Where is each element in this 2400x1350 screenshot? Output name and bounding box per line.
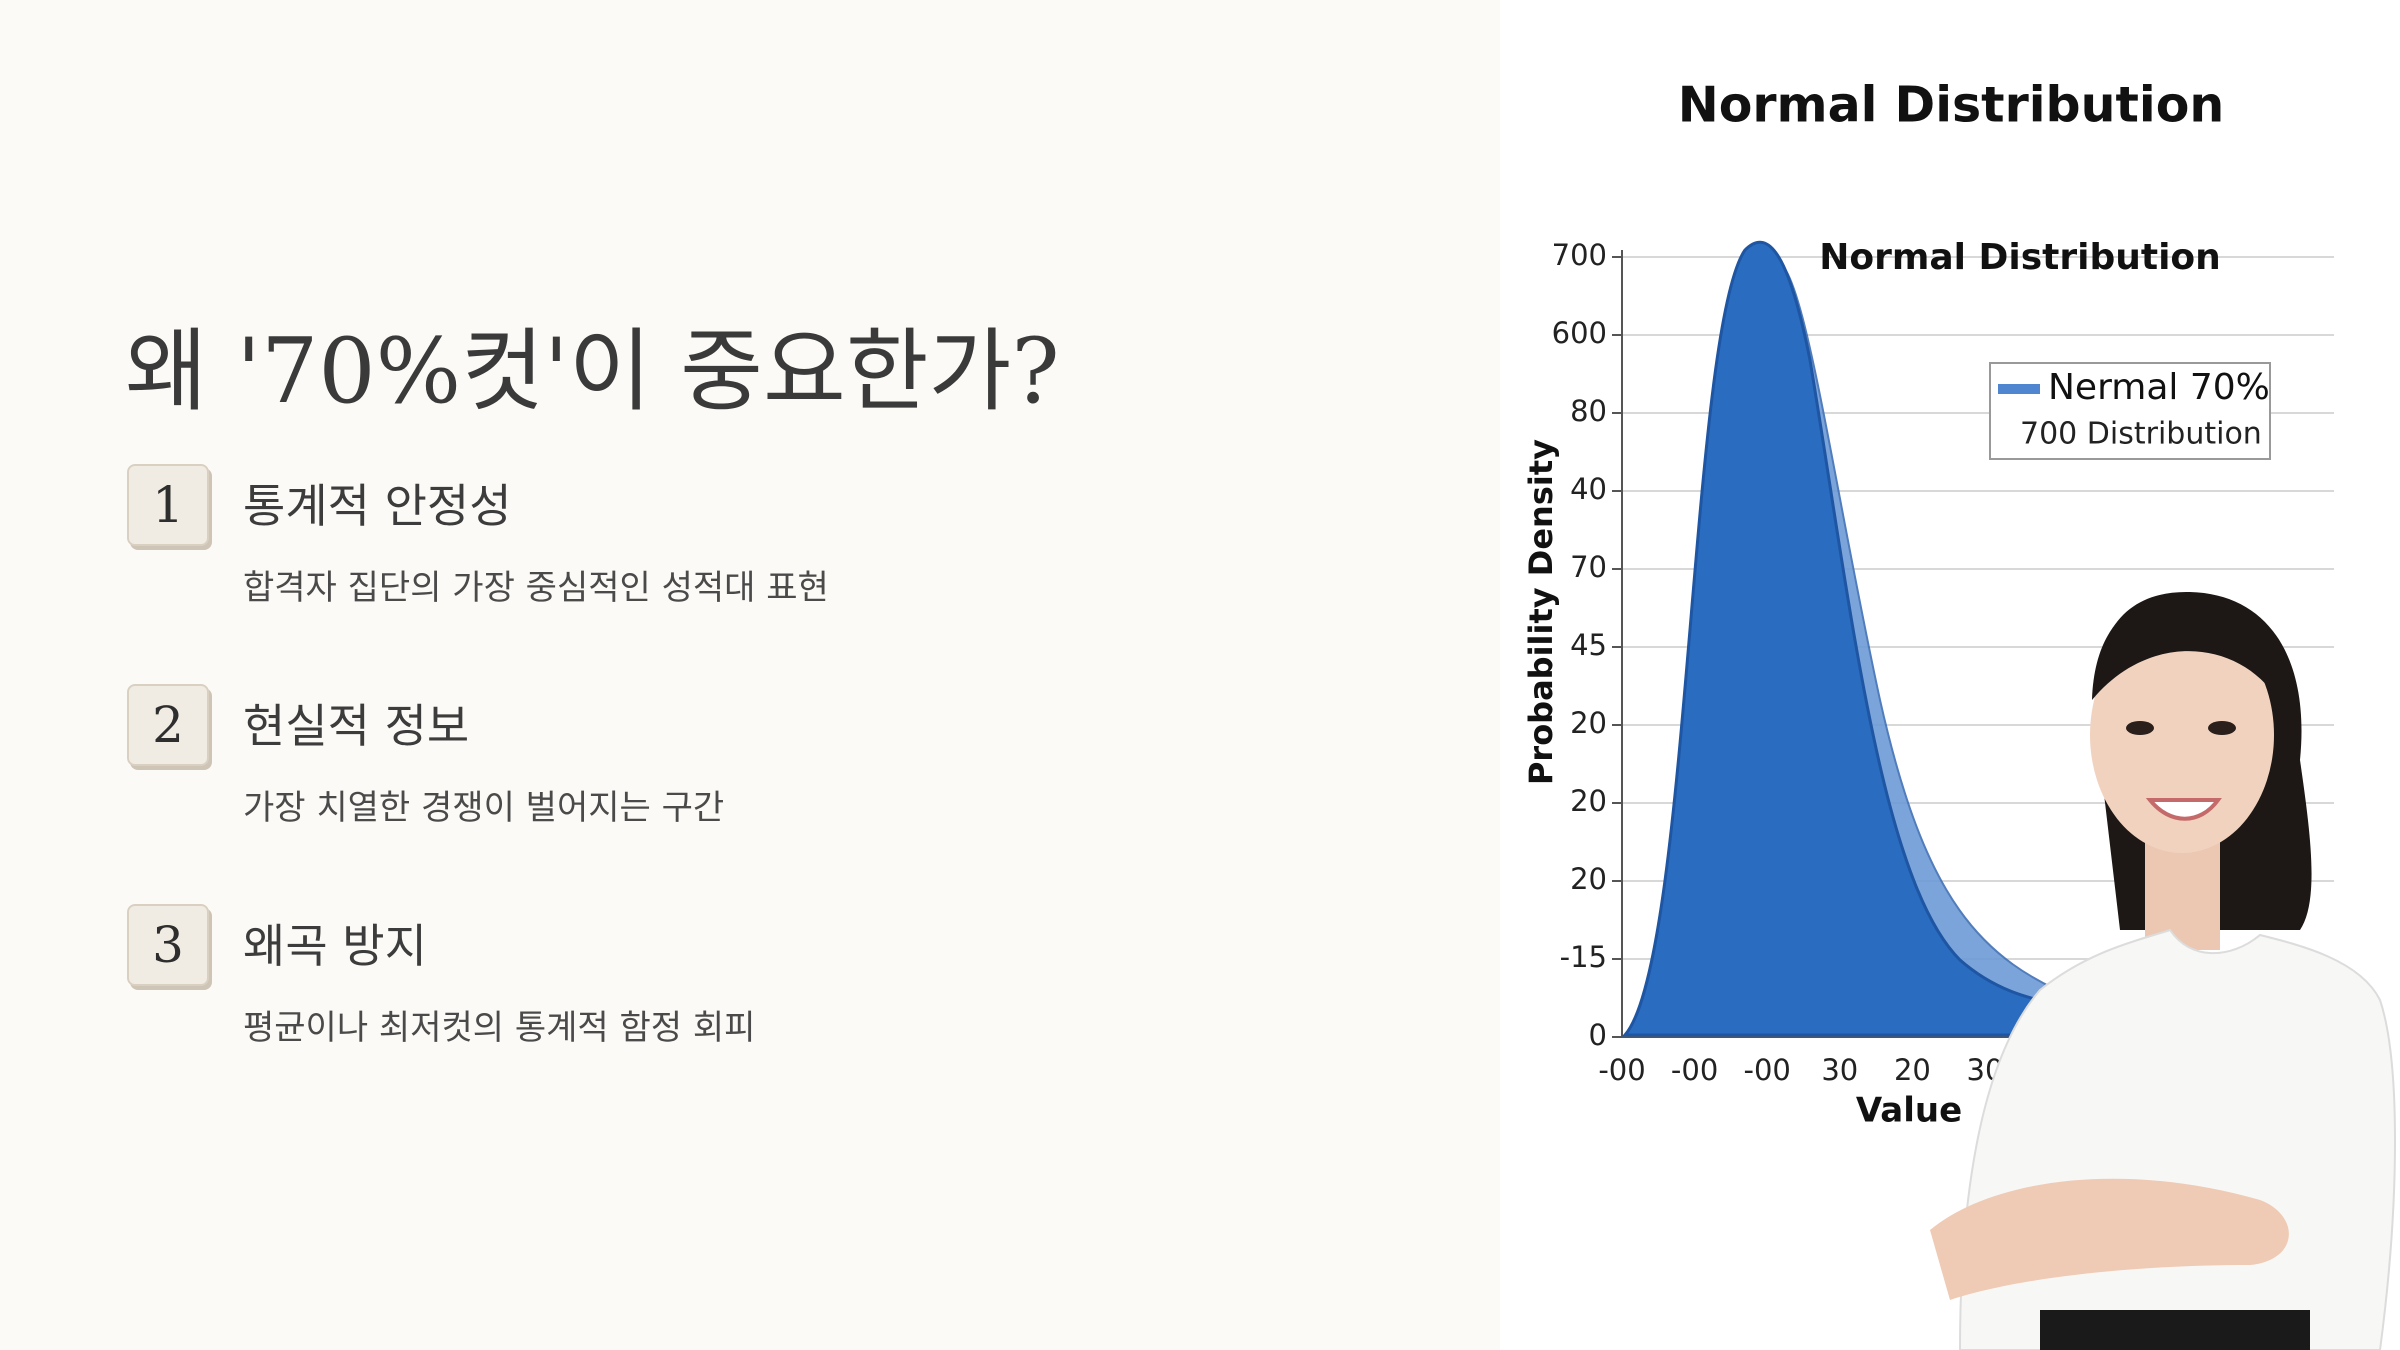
y-tick-label: -15 — [1560, 940, 1607, 974]
smile — [2145, 798, 2222, 821]
y-tick-label: 20 — [1570, 706, 1607, 740]
y-axis-label: Probability Density — [1522, 439, 1560, 785]
item-heading: 현실적 정보 — [243, 699, 470, 753]
x-axis-label: Value — [1856, 1091, 1962, 1131]
legend-entry: 700 Distribution — [2020, 417, 2262, 452]
item-heading: 왜곡 방지 — [243, 919, 427, 973]
y-tick-label: 700 — [1552, 238, 1607, 272]
illustration-title: Normal Distribution — [1678, 77, 2225, 134]
x-tick-label: -00 — [1598, 1053, 1645, 1087]
y-tick-label: 0 — [1589, 1018, 1607, 1052]
item-description: 합격자 집단의 가장 중심적인 성적대 표현 — [243, 568, 829, 608]
item-description: 평균이나 최저컷의 통계적 함정 회피 — [243, 1008, 756, 1048]
right-panel: Normal Distribution 700 600 80 40 70 45 20 20 20… — [1500, 0, 2400, 1350]
x-tick-label: -00 — [1744, 1053, 1791, 1087]
x-tick-label: -00 — [1671, 1053, 1718, 1087]
legend-entry: Nermal 70% — [2048, 367, 2270, 408]
curve-dark — [1621, 240, 2062, 1037]
eye — [2126, 721, 2154, 735]
item-number: 2 — [127, 684, 209, 766]
chart-title: Normal Distribution — [1819, 237, 2221, 278]
y-tick-label: 20 — [1570, 862, 1607, 896]
slide-title: 왜 '70%컷'이 중요한가? — [125, 319, 1060, 424]
item-heading: 통계적 안정성 — [243, 479, 512, 533]
y-tick-label: 600 — [1552, 316, 1607, 350]
face — [2090, 617, 2274, 853]
x-ticks: -00 -00 -00 30 20 30 — [1598, 1053, 2003, 1087]
y-tick-label: 20 — [1570, 784, 1607, 818]
x-tick-label: 30 — [1821, 1053, 1858, 1087]
legend-box — [1989, 362, 2271, 460]
y-tick-label: 70 — [1570, 550, 1607, 584]
skirt — [2040, 1310, 2310, 1350]
fringe — [2092, 596, 2279, 700]
arms — [1930, 1178, 2289, 1300]
y-tick-label: 80 — [1570, 394, 1607, 428]
eye — [2208, 721, 2236, 735]
item-number: 1 — [127, 464, 209, 546]
legend-swatch — [1998, 384, 2040, 394]
y-tick-label: 40 — [1570, 472, 1607, 506]
y-tick-label: 45 — [1570, 628, 1607, 662]
x-tick-label: 20 — [1894, 1053, 1931, 1087]
illustration: Normal Distribution 700 600 80 40 70 45 20 20 20… — [1522, 77, 2396, 1350]
item-number: 3 — [127, 904, 209, 986]
person — [1930, 591, 2396, 1350]
item-description: 가장 치열한 경쟁이 벌어지는 구간 — [243, 788, 725, 828]
